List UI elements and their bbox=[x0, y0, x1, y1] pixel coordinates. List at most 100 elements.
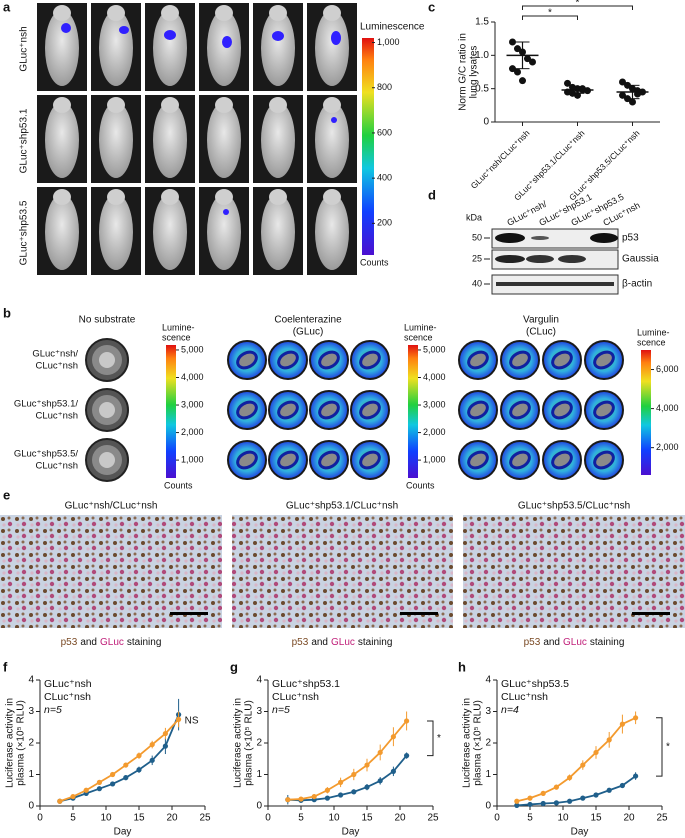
point bbox=[580, 762, 586, 768]
legend-label: CLuc⁺nsh bbox=[501, 691, 548, 703]
x-tick-label: GLuc⁺nsh/CLuc⁺nsh bbox=[469, 128, 532, 191]
point bbox=[123, 762, 129, 768]
point bbox=[338, 792, 344, 798]
caption-part: p53 bbox=[61, 637, 78, 648]
colorbar-tick-label: 4,000 bbox=[181, 372, 204, 382]
colorbar-tick-label: 400 bbox=[377, 173, 392, 183]
point bbox=[351, 771, 357, 778]
point bbox=[377, 778, 383, 784]
significance-label: * bbox=[548, 8, 552, 19]
colorbar-unit: Counts bbox=[406, 480, 435, 490]
point bbox=[324, 787, 330, 793]
annotation: n=4 bbox=[501, 704, 519, 716]
x-tick-label: 10 bbox=[557, 813, 569, 824]
legend-label: CLuc⁺nsh bbox=[44, 691, 91, 703]
significance-bracket bbox=[522, 5, 633, 10]
colorbar-tick-label: 1,000 bbox=[377, 37, 400, 47]
caption-part: staining bbox=[358, 637, 392, 648]
point bbox=[567, 798, 573, 804]
point bbox=[57, 798, 63, 804]
colorbar-tick-label: 1,000 bbox=[181, 454, 204, 464]
y-axis-label: plasma (×10⁵ RLU) bbox=[473, 700, 484, 786]
x-tick-label: 20 bbox=[394, 813, 406, 824]
colorbar-tick-label: 6,000 bbox=[656, 364, 679, 374]
x-axis-label: Day bbox=[114, 827, 132, 838]
point bbox=[311, 793, 317, 800]
caption: p53 and GLuc staining bbox=[292, 637, 393, 648]
point bbox=[519, 77, 526, 85]
marker-label: 40 bbox=[472, 278, 482, 288]
point bbox=[540, 790, 546, 797]
caption: p53 and GLuc staining bbox=[61, 637, 162, 648]
y-tick-label: 1.5 bbox=[475, 17, 489, 28]
image-title: GLuc⁺shp53.5/CLuc⁺nsh bbox=[518, 501, 630, 512]
point bbox=[514, 802, 520, 808]
western-blot bbox=[484, 228, 619, 295]
legend-label: CLuc⁺nsh bbox=[272, 691, 319, 703]
legend-label: GLuc⁺shp53.5 bbox=[501, 678, 569, 690]
caption-part: and bbox=[311, 637, 328, 648]
point bbox=[527, 801, 533, 808]
caption-part: and bbox=[543, 637, 560, 648]
colorbar-tick-label: 5,000 bbox=[181, 344, 204, 354]
colorbar-unit: Counts bbox=[360, 257, 389, 267]
y-axis-label: plasma (×10⁵ RLU) bbox=[16, 700, 27, 786]
y-tick-label: 4 bbox=[485, 675, 491, 686]
x-tick-label: 15 bbox=[590, 813, 602, 824]
row-label: GLuc⁺shp53.1 bbox=[19, 108, 30, 173]
y-tick-label: 2 bbox=[485, 738, 491, 749]
colorbar-tick-label: 3,000 bbox=[423, 399, 446, 409]
point bbox=[298, 796, 304, 802]
marker-label: 25 bbox=[472, 253, 482, 263]
y-tick-label: 4 bbox=[256, 675, 262, 686]
x-tick-label: 5 bbox=[527, 813, 533, 824]
colorbar-title: scence bbox=[404, 332, 433, 342]
y-tick-label: 2 bbox=[256, 738, 262, 749]
point bbox=[364, 762, 370, 768]
colorbar bbox=[166, 345, 176, 478]
x-tick-label: 20 bbox=[623, 813, 635, 824]
colorbar-tick-label: 4,000 bbox=[656, 403, 679, 413]
y-tick-label: 2 bbox=[28, 738, 34, 749]
point bbox=[338, 779, 344, 785]
point bbox=[593, 792, 599, 798]
point bbox=[629, 98, 636, 106]
point bbox=[514, 68, 521, 76]
point bbox=[136, 753, 142, 759]
colorbar-tick-label: 800 bbox=[377, 82, 392, 92]
point bbox=[123, 775, 129, 781]
y-tick-label: 1 bbox=[256, 769, 262, 780]
colorbar bbox=[408, 345, 418, 478]
point bbox=[619, 78, 626, 86]
panel-label: g bbox=[230, 659, 238, 674]
y-tick-label: 1 bbox=[485, 769, 491, 780]
colorbar-tick-label: 1,000 bbox=[423, 454, 446, 464]
row-label: GLuc⁺shp53.5 bbox=[19, 200, 30, 265]
unit-label: kDa bbox=[466, 212, 482, 222]
point bbox=[149, 741, 155, 748]
condition-title: Coelenterazine bbox=[274, 315, 342, 326]
point bbox=[514, 45, 521, 53]
caption-part: GLuc bbox=[100, 637, 124, 648]
band-label: p53 bbox=[622, 233, 639, 244]
row-label: GLuc⁺shp53.1/ bbox=[14, 399, 79, 410]
point bbox=[606, 787, 612, 793]
point bbox=[390, 768, 396, 774]
y-axis-label: Luciferase activity in bbox=[233, 698, 244, 788]
caption-part: GLuc bbox=[563, 637, 587, 648]
colorbar-tick-label: 600 bbox=[377, 127, 392, 137]
row-label: GLuc⁺nsh bbox=[19, 26, 30, 71]
row-label: GLuc⁺nsh/ bbox=[32, 349, 78, 360]
x-tick-label: 5 bbox=[70, 813, 76, 824]
condition-title: (CLuc) bbox=[526, 327, 556, 338]
line bbox=[59, 718, 180, 803]
y-tick-label: 0 bbox=[483, 117, 489, 128]
caption-part: staining bbox=[590, 637, 624, 648]
panel-label: b bbox=[3, 305, 11, 320]
line bbox=[516, 716, 636, 803]
y-tick-label: 0 bbox=[256, 801, 262, 812]
point bbox=[619, 721, 626, 727]
colorbar-tick-label: 3,000 bbox=[181, 399, 204, 409]
caption-part: p53 bbox=[524, 637, 541, 648]
point bbox=[524, 55, 531, 63]
